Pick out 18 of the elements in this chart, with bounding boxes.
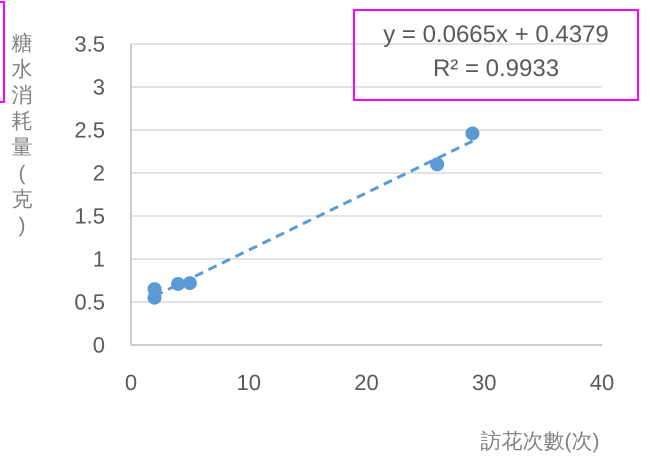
- y-tick-label: 2: [92, 160, 105, 186]
- point: [465, 126, 480, 140]
- y-tick-label: 0.5: [74, 290, 105, 315]
- x-tick-label: 0: [124, 370, 138, 395]
- y-tick-label: 2.5: [74, 118, 105, 143]
- y-tick-label: 1.5: [74, 204, 105, 229]
- x-tick-label: 30: [472, 370, 496, 395]
- y-axis-title: 糖水消耗量(克): [12, 32, 32, 237]
- y-tick-label: 3: [92, 74, 105, 100]
- annotation: y = 0.0665x + 0.4379 R² = 0.9933: [383, 21, 609, 82]
- y-tick-label: 3.5: [74, 32, 105, 57]
- x-axis-title: 訪花次數(次): [480, 430, 600, 453]
- y-tick-label: 1: [92, 246, 105, 272]
- x-tick-label: 10: [236, 370, 261, 395]
- x-tick-label: 20: [354, 370, 379, 395]
- x-tick-label: 40: [590, 370, 614, 395]
- point: [430, 157, 444, 172]
- y-tick-label: 0: [92, 332, 105, 358]
